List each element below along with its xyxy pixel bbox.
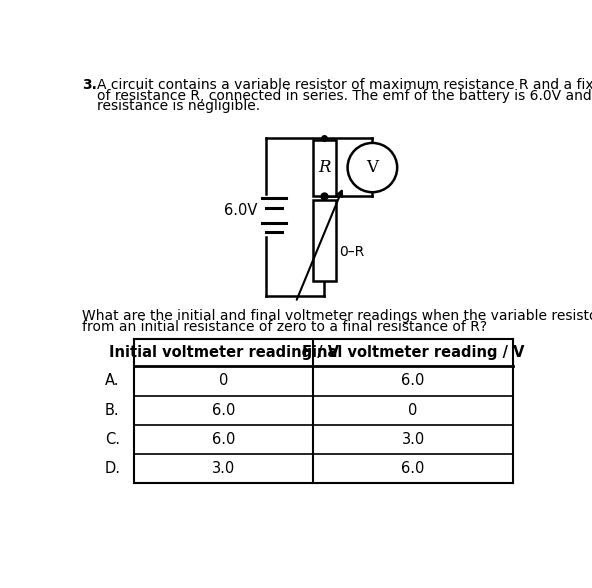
Text: V: V bbox=[366, 159, 378, 176]
Text: 6.0: 6.0 bbox=[212, 403, 235, 417]
Text: C.: C. bbox=[105, 432, 120, 447]
Text: 3.0: 3.0 bbox=[212, 461, 235, 476]
Text: 6.0V: 6.0V bbox=[224, 203, 257, 218]
Text: B.: B. bbox=[105, 403, 120, 417]
Text: 0–R: 0–R bbox=[339, 245, 364, 259]
Text: 6.0: 6.0 bbox=[401, 373, 424, 388]
Text: D.: D. bbox=[105, 461, 121, 476]
Text: 0: 0 bbox=[219, 373, 229, 388]
Bar bbox=[313, 200, 336, 281]
Text: 3.: 3. bbox=[82, 78, 96, 92]
Text: resistance is negligible.: resistance is negligible. bbox=[97, 99, 260, 113]
Bar bbox=[313, 140, 336, 196]
Text: Initial voltmeter reading / V: Initial voltmeter reading / V bbox=[108, 345, 339, 360]
Text: 0: 0 bbox=[408, 403, 418, 417]
Circle shape bbox=[348, 143, 397, 192]
Text: R: R bbox=[318, 159, 330, 176]
Text: 3.0: 3.0 bbox=[401, 432, 424, 447]
Text: What are the initial and final voltmeter readings when the variable resistor is : What are the initial and final voltmeter… bbox=[82, 309, 592, 323]
Text: of resistance R, connected in series. The emf of the battery is 6.0V and its int: of resistance R, connected in series. Th… bbox=[97, 89, 592, 103]
Text: 6.0: 6.0 bbox=[212, 432, 235, 447]
Text: Final voltmeter reading / V: Final voltmeter reading / V bbox=[302, 345, 525, 360]
Text: from an initial resistance of zero to a final resistance of R?: from an initial resistance of zero to a … bbox=[82, 320, 487, 334]
Text: 6.0: 6.0 bbox=[401, 461, 424, 476]
Text: A.: A. bbox=[105, 373, 120, 388]
Text: A circuit contains a variable resistor of maximum resistance R and a fixed resis: A circuit contains a variable resistor o… bbox=[97, 78, 592, 92]
